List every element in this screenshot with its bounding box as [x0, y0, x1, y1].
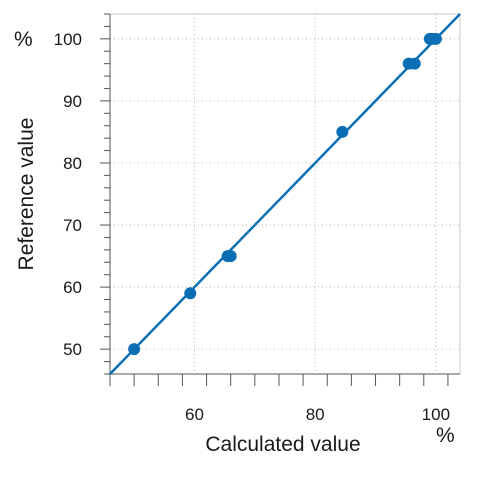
x-axis-title: Calculated value: [205, 433, 360, 456]
fit-line-group: [109, 13, 461, 375]
y-tick-label: 60: [63, 278, 82, 297]
x-tick-label: 60: [185, 405, 204, 424]
y-tick-label: 100: [54, 30, 82, 49]
fit-line: [109, 13, 461, 375]
data-point: [128, 343, 141, 356]
y-axis-unit: %: [14, 28, 33, 51]
y-tick-label: 80: [63, 154, 82, 173]
data-point: [224, 250, 237, 263]
grid-lines: [110, 14, 460, 374]
y-tick-label: 70: [63, 216, 82, 235]
y-tick-label: 50: [63, 340, 82, 359]
data-point: [336, 125, 349, 138]
y-axis-title: Reference value: [15, 118, 38, 271]
data-point: [429, 32, 442, 45]
x-axis: 60 80 100: [109, 373, 460, 424]
x-tick-label: 100: [422, 405, 450, 424]
y-tick-label: 90: [63, 92, 82, 111]
y-axis: 50 60 70 80 90 100: [54, 13, 111, 375]
data-point: [184, 287, 197, 300]
x-axis-unit: %: [436, 424, 455, 447]
data-point: [408, 57, 421, 70]
data-points: [128, 32, 442, 356]
x-tick-label: 80: [306, 405, 325, 424]
